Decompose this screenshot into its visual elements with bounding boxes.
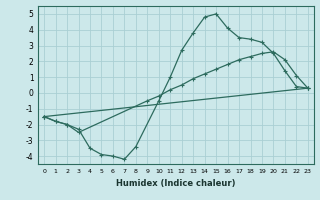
X-axis label: Humidex (Indice chaleur): Humidex (Indice chaleur) — [116, 179, 236, 188]
